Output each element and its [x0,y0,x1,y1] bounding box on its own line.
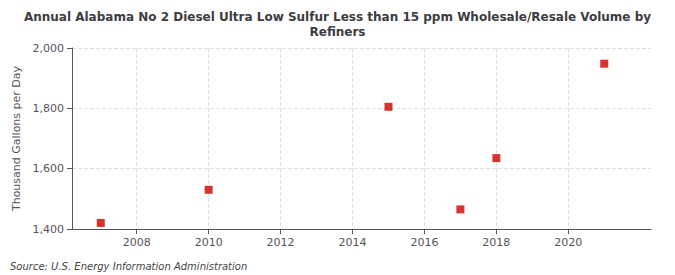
svg-text:2010: 2010 [195,236,223,249]
svg-text:Refiners: Refiners [309,25,365,39]
svg-text:Thousand Gallons per Day: Thousand Gallons per Day [10,65,23,212]
svg-text:Annual Alabama No 2 Diesel Ult: Annual Alabama No 2 Diesel Ultra Low Sul… [24,10,651,24]
svg-text:Source: U.S. Energy Informatio: Source: U.S. Energy Information Administ… [10,261,247,272]
svg-text:1,600: 1,600 [33,162,65,175]
svg-text:1,800: 1,800 [33,102,65,115]
svg-text:2018: 2018 [482,236,510,249]
svg-text:2012: 2012 [267,236,295,249]
svg-text:2014: 2014 [339,236,367,249]
svg-text:2008: 2008 [123,236,151,249]
svg-text:2016: 2016 [410,236,438,249]
svg-text:1,400: 1,400 [33,223,65,236]
svg-text:2020: 2020 [554,236,582,249]
svg-text:2,000: 2,000 [33,42,65,55]
